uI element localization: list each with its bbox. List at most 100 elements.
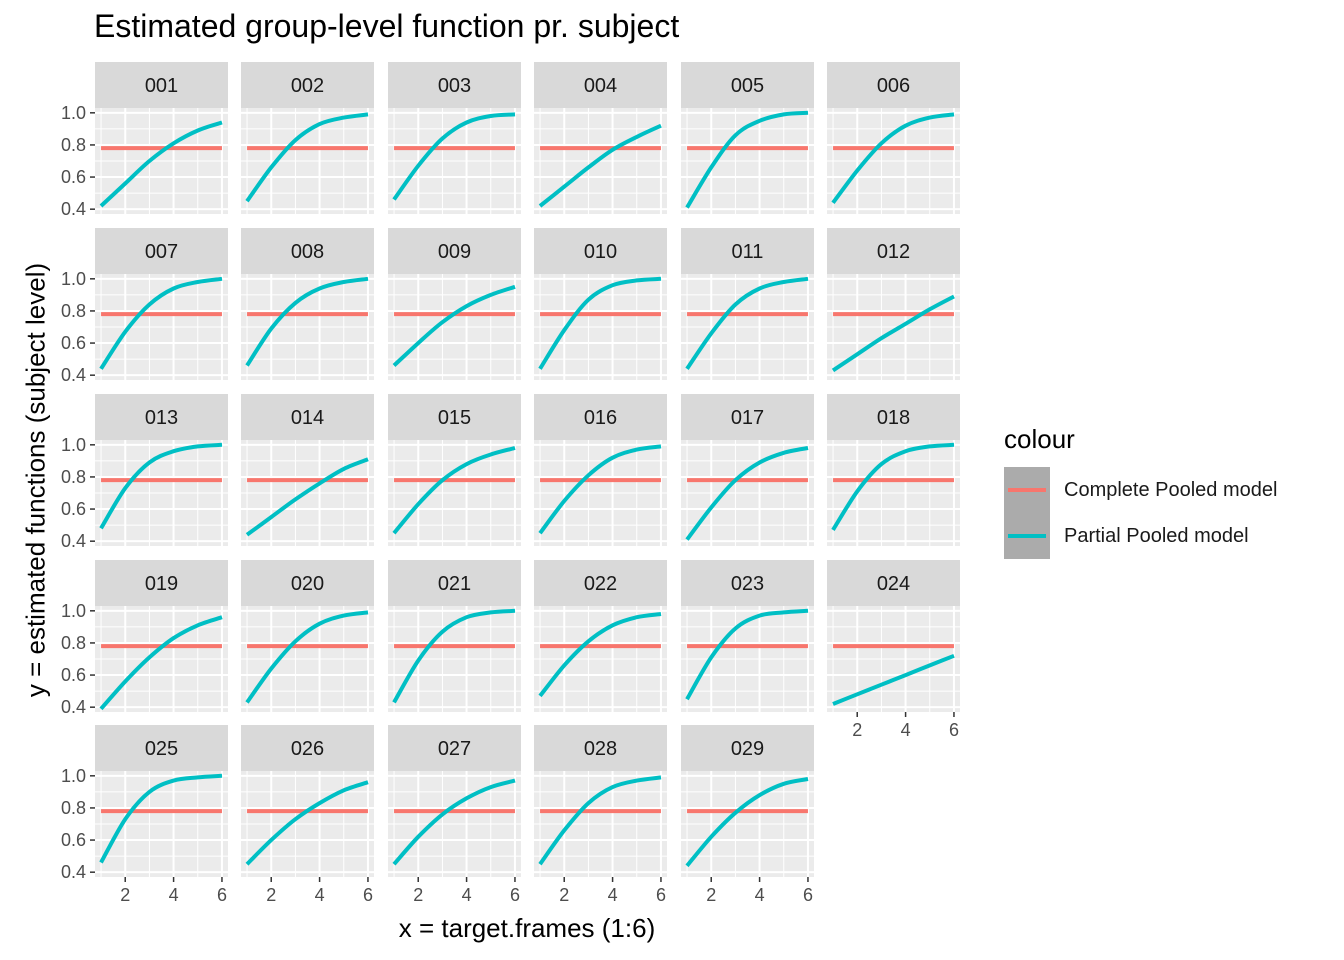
x-tick-label: 4 [901,720,911,740]
y-tick-label: 0.4 [61,862,86,882]
strip-background [95,62,228,108]
strip-background [827,560,960,606]
strip-background [534,394,667,440]
plot-area [534,274,686,380]
y-tick-label: 1.0 [61,103,86,123]
facet-panel-006: 006 [827,62,979,214]
partial-pooled-line [245,610,369,704]
facet-panel-011: 011 [681,228,833,380]
plot-area: 2 4 6 [534,771,686,905]
strip-label: 019 [145,573,178,595]
strip-label: 011 [732,241,764,263]
strip-background [95,228,228,274]
facet-panel-022: 022 [534,560,686,712]
strip-label: 012 [877,241,910,263]
strip-label: 009 [438,241,471,263]
strip-label: 010 [584,241,617,263]
facet-panel-024: 024 2 4 6 [827,560,979,740]
strip-background [681,725,814,771]
x-tick-label: 2 [706,885,716,905]
y-tick-label: 0.6 [61,333,86,353]
strip-label: 006 [877,75,910,97]
x-axis-label: x = target.frames (1:6) [398,913,656,943]
strip-background [95,725,228,771]
plot-area: 0.4 0.6 0.8 1.0 2 4 6 [61,766,247,905]
plot-area [388,606,540,712]
plot-area [241,274,393,380]
plot-area: 2 4 6 [388,771,540,905]
strip-label: 008 [291,241,324,263]
partial-pooled-line [392,284,516,367]
strip-background [681,62,814,108]
facet-panel-009: 009 [388,228,540,380]
legend-swatch-complete-pooled [1008,488,1046,492]
legend-label-partial-pooled: Partial Pooled model [1064,525,1249,547]
x-tick-label: 2 [120,885,130,905]
y-tick-label: 0.4 [61,365,86,385]
x-tick-label: 6 [217,885,227,905]
x-tick-label: 6 [363,885,373,905]
strip-background [534,228,667,274]
strip-label: 003 [438,75,471,97]
facet-panel-027: 027 2 4 6 [388,725,540,905]
partial-pooled-line [685,608,809,701]
strip-background [95,394,228,440]
x-tick-label: 4 [755,885,765,905]
y-tick-label: 0.8 [61,467,86,487]
plot-area [241,606,393,712]
partial-pooled-line [392,778,516,866]
facet-panel-007: 007 0.4 0.6 0.8 1.0 [61,228,247,385]
plot-area [827,440,979,546]
plot-area [388,274,540,380]
strip-background [388,394,521,440]
strip-background [827,62,960,108]
legend-label-complete-pooled: Complete Pooled model [1064,479,1278,501]
y-tick-label: 0.4 [61,697,86,717]
strip-background [388,62,521,108]
facet-panel-020: 020 [241,560,393,712]
x-tick-label: 6 [656,885,666,905]
partial-pooled-line [392,112,516,201]
strip-background [827,228,960,274]
partial-pooled-line [245,780,369,866]
partial-pooled-line [99,773,223,864]
partial-pooled-line [831,442,955,531]
facet-panel-004: 004 [534,62,686,214]
strip-label: 024 [877,573,910,595]
partial-pooled-line [538,123,662,208]
strip-background [95,560,228,606]
x-tick-label: 6 [803,885,813,905]
partial-pooled-line [99,615,223,711]
strip-label: 002 [291,75,324,97]
strip-background [388,560,521,606]
y-tick-label: 0.8 [61,633,86,653]
strip-background [534,62,667,108]
y-axis-label: y = estimated functions (subject level) [20,262,51,698]
plot-area: 2 4 6 [241,771,393,905]
y-tick-label: 0.6 [61,665,86,685]
strip-label: 027 [438,738,471,760]
facet-panel-019: 019 0.4 0.6 0.8 1.0 [61,560,247,717]
legend-key-partial-pooled [1004,513,1050,559]
x-tick-label: 2 [852,720,862,740]
strip-label: 018 [877,407,910,429]
facet-panel-005: 005 [681,62,833,214]
strip-label: 005 [731,75,764,97]
facet-panel-002: 002 [241,62,393,214]
plot-area [827,274,979,380]
plot-area: 0.4 0.6 0.8 1.0 [61,103,247,219]
strip-label: 025 [145,738,178,760]
strip-background [534,560,667,606]
plot-area [241,108,393,214]
y-tick-label: 0.8 [61,135,86,155]
facet-panel-012: 012 [827,228,979,380]
strip-label: 023 [731,573,764,595]
facet-panel-017: 017 [681,394,833,546]
y-tick-label: 0.4 [61,199,86,219]
facet-panel-003: 003 [388,62,540,214]
x-tick-label: 4 [169,885,179,905]
plot-area [681,440,833,546]
facet-panel-018: 018 [827,394,979,546]
partial-pooled-line [685,276,809,370]
x-tick-label: 6 [949,720,959,740]
